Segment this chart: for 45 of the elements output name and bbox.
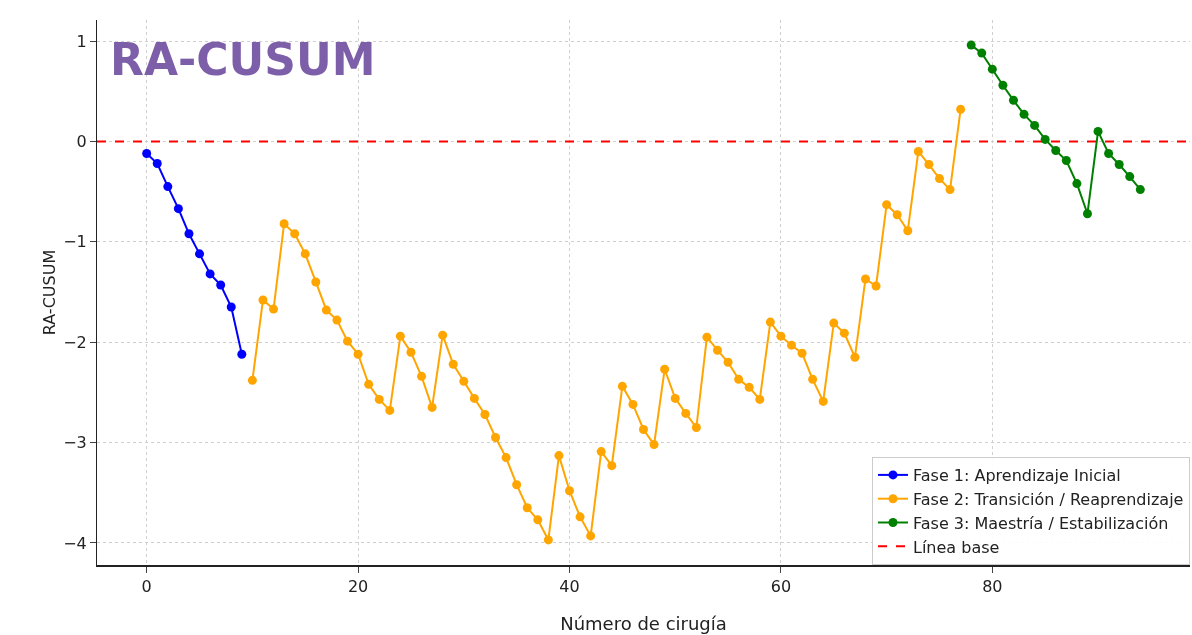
legend-label: Fase 3: Maestría / Estabilización bbox=[913, 513, 1169, 533]
point bbox=[1135, 185, 1145, 195]
x-tick-label: 80 bbox=[982, 577, 1003, 597]
point bbox=[1051, 145, 1061, 155]
y-axis-title: RA-CUSUM bbox=[40, 249, 59, 336]
legend-label: Fase 1: Aprendizaje Inicial bbox=[913, 466, 1121, 486]
point bbox=[173, 204, 183, 214]
x-tick-label: 0 bbox=[141, 577, 152, 597]
point bbox=[1019, 109, 1029, 119]
point bbox=[142, 148, 152, 158]
point bbox=[1104, 148, 1114, 158]
point bbox=[216, 280, 226, 290]
point bbox=[152, 159, 162, 169]
x-tick-label: 20 bbox=[347, 577, 369, 597]
y-tick-label: −2 bbox=[63, 332, 87, 352]
x-tick-label: 40 bbox=[559, 577, 580, 597]
point bbox=[237, 349, 247, 359]
x-tick-label: 60 bbox=[770, 577, 792, 597]
legend-label: Línea base bbox=[913, 537, 1000, 557]
point bbox=[987, 64, 997, 74]
legend-label: Fase 2: Transición / Reaprendizaje bbox=[913, 489, 1184, 509]
y-tick-label: −1 bbox=[63, 232, 87, 252]
point bbox=[195, 249, 205, 259]
point bbox=[966, 40, 976, 50]
point bbox=[977, 48, 987, 58]
point bbox=[1072, 179, 1082, 189]
point bbox=[1114, 160, 1124, 170]
point bbox=[1008, 95, 1018, 105]
y-tick-label: −3 bbox=[63, 433, 87, 453]
point bbox=[1061, 156, 1071, 166]
point bbox=[226, 302, 236, 312]
y-tick-label: 0 bbox=[76, 132, 87, 152]
chart-title: RA-CUSUM bbox=[110, 34, 376, 86]
point bbox=[1093, 126, 1103, 136]
point bbox=[163, 182, 173, 192]
point bbox=[1040, 134, 1050, 144]
point bbox=[1082, 209, 1092, 219]
point bbox=[205, 269, 215, 279]
x-axis-title: Número de cirugía bbox=[560, 613, 727, 634]
point bbox=[1125, 172, 1135, 182]
point bbox=[1030, 120, 1040, 130]
point bbox=[184, 229, 194, 239]
y-tick-label: −4 bbox=[63, 533, 87, 553]
y-tick-label: 1 bbox=[76, 31, 87, 51]
point bbox=[998, 80, 1008, 90]
